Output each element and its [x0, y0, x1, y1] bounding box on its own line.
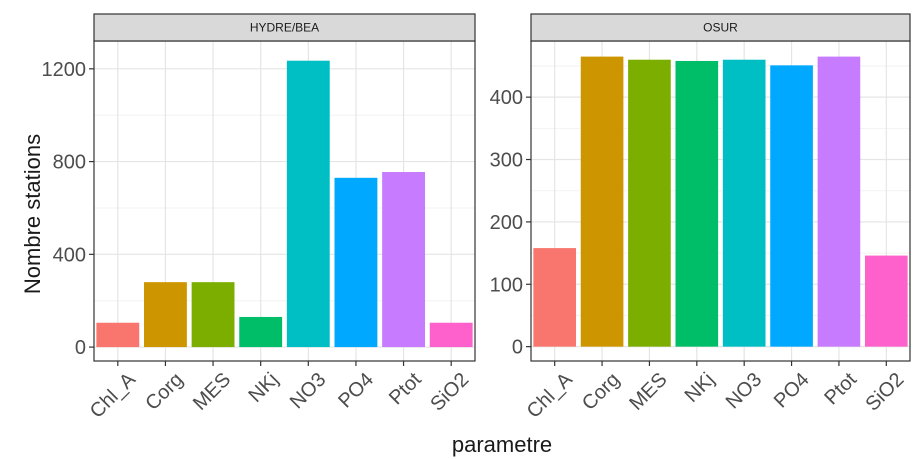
x-tick-label: Chl_A — [523, 368, 578, 423]
x-tick-label: NKj — [681, 369, 719, 407]
bar — [533, 248, 577, 347]
x-tick-label: Ptot — [385, 368, 426, 409]
y-tick-label: 800 — [53, 152, 86, 174]
y-axis-title: Nombre stations — [20, 134, 45, 294]
facet-strip — [93, 13, 476, 42]
x-tick-label: Ptot — [820, 368, 861, 409]
facet-panel: HYDRE/BEA 0 400 800 1200 Chl_A Corg MES NKj NO3 PO… — [42, 13, 476, 423]
facet-strip-label: HYDRE/BEA — [250, 21, 319, 35]
bar — [382, 172, 425, 348]
y-tick-label: 400 — [53, 244, 86, 266]
y-tick-label: 300 — [490, 150, 523, 172]
x-tick-label: NO3 — [286, 369, 331, 414]
x-tick-label: MES — [189, 369, 235, 415]
facet-strip-label: OSUR — [703, 21, 738, 35]
x-axis-title: parametre — [452, 432, 552, 457]
bar — [864, 255, 908, 347]
bar — [722, 59, 766, 347]
bar — [239, 316, 283, 348]
bar — [191, 282, 235, 348]
x-tick-label: Corg — [578, 369, 624, 415]
y-tick-label: 200 — [490, 212, 523, 234]
bar — [770, 65, 813, 347]
x-tick-label: Chl_A — [86, 368, 141, 423]
x-tick-label: PO4 — [770, 369, 814, 413]
x-tick-label: SiO2 — [861, 369, 908, 416]
y-tick-label: 0 — [75, 337, 86, 359]
bar — [675, 60, 719, 347]
bar — [334, 177, 378, 348]
y-tick-label: 100 — [490, 274, 523, 296]
x-tick-label: NO3 — [722, 369, 767, 414]
bar — [429, 322, 473, 348]
facet-panel: OSUR 0 100 200 300 400 Chl_A Corg MES NKj NO3 PO4 Pt… — [490, 13, 911, 423]
x-tick-label: Corg — [141, 369, 187, 415]
x-tick-label: SiO2 — [426, 369, 473, 416]
bar — [817, 56, 861, 347]
x-tick-label: PO4 — [334, 369, 378, 413]
y-tick-label: 400 — [490, 87, 523, 109]
bar — [96, 322, 140, 348]
y-tick-label: 0 — [512, 337, 523, 359]
bar — [144, 282, 187, 348]
facet-strip — [530, 13, 911, 42]
bar — [580, 56, 624, 347]
x-tick-label: MES — [625, 369, 671, 415]
y-tick-label: 1200 — [42, 59, 87, 81]
x-tick-label: NKj — [244, 369, 282, 407]
bar — [286, 60, 330, 348]
bar — [628, 59, 671, 347]
